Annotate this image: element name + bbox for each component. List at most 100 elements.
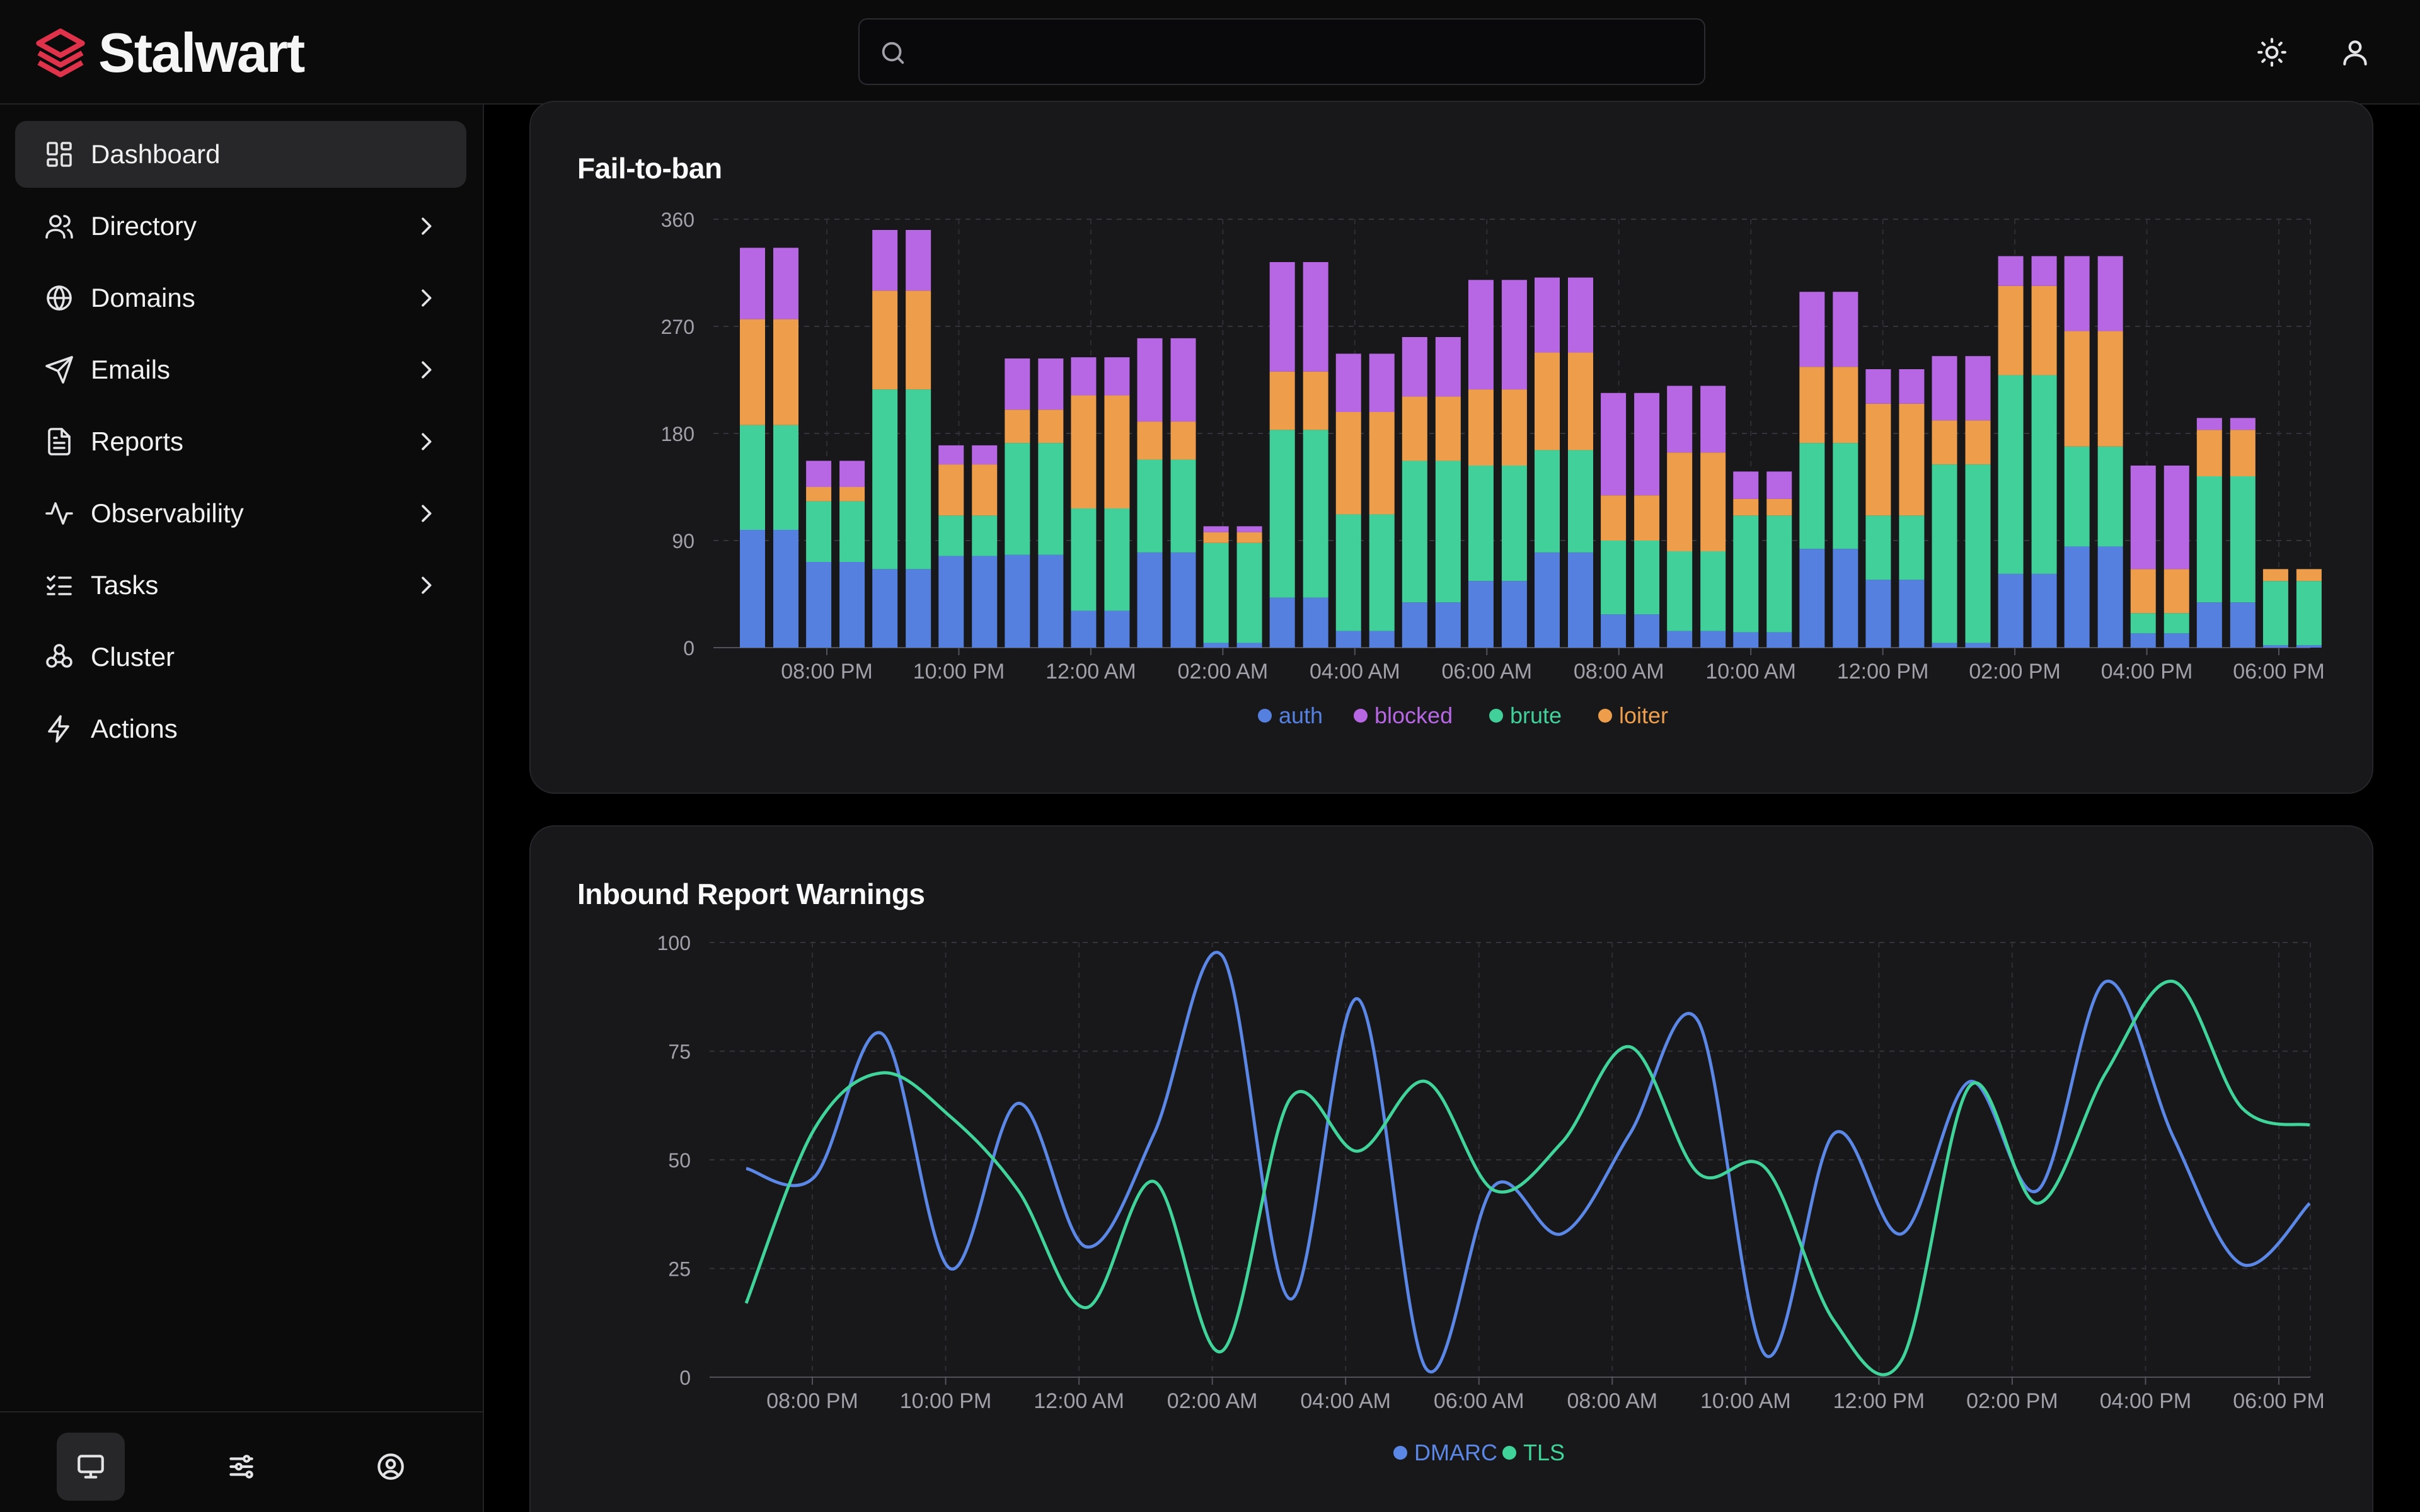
bar-loiter[interactable] <box>773 319 798 425</box>
sidebar-item-directory[interactable]: Directory <box>15 193 466 260</box>
bar-brute[interactable] <box>2196 476 2222 603</box>
bar-blocked[interactable] <box>1203 526 1229 532</box>
bar-loiter[interactable] <box>2296 569 2322 581</box>
bar-auth[interactable] <box>1071 610 1097 648</box>
bar-blocked[interactable] <box>1303 262 1328 372</box>
bar-blocked[interactable] <box>1568 277 1593 353</box>
bar-loiter[interactable] <box>1071 395 1097 508</box>
bar-auth[interactable] <box>1899 580 1925 648</box>
bar-brute[interactable] <box>740 425 765 530</box>
bar-auth[interactable] <box>972 556 998 648</box>
bar-auth[interactable] <box>1335 631 1361 648</box>
bar-brute[interactable] <box>1700 551 1726 631</box>
bar-blocked[interactable] <box>872 230 898 291</box>
sidebar-item-reports[interactable]: Reports <box>15 408 466 475</box>
bar-loiter[interactable] <box>2230 430 2256 476</box>
bar-loiter[interactable] <box>1667 452 1693 551</box>
bar-loiter[interactable] <box>2164 569 2189 614</box>
bar-blocked[interactable] <box>1998 256 2024 286</box>
bar-auth[interactable] <box>2262 645 2288 648</box>
bar-brute[interactable] <box>1667 551 1693 631</box>
bar-brute[interactable] <box>2164 613 2189 634</box>
stalwart-logo[interactable]: Stalwart <box>32 24 305 82</box>
search-box[interactable] <box>858 18 1705 85</box>
bar-loiter[interactable] <box>1865 403 1891 516</box>
sidebar-item-cluster[interactable]: Cluster <box>15 624 466 690</box>
bar-auth[interactable] <box>740 530 765 648</box>
bar-loiter[interactable] <box>1799 367 1825 444</box>
bar-auth[interactable] <box>2031 573 2057 648</box>
bar-brute[interactable] <box>938 515 964 556</box>
bar-loiter[interactable] <box>2031 285 2057 375</box>
bar-auth[interactable] <box>1965 643 1991 648</box>
bar-blocked[interactable] <box>2230 418 2256 430</box>
bar-blocked[interactable] <box>1833 292 1858 367</box>
bar-blocked[interactable] <box>1104 357 1130 396</box>
bar-blocked[interactable] <box>1865 369 1891 404</box>
user-icon[interactable] <box>2339 37 2371 68</box>
legend-item-blocked[interactable]: blocked <box>1354 702 1453 728</box>
bar-auth[interactable] <box>2130 633 2156 648</box>
bar-auth[interactable] <box>938 556 964 648</box>
bar-loiter[interactable] <box>938 464 964 516</box>
bar-blocked[interactable] <box>1170 338 1196 422</box>
bar-brute[interactable] <box>1899 515 1925 580</box>
bar-auth[interactable] <box>1998 573 2024 648</box>
monitor-button[interactable] <box>57 1433 125 1501</box>
bar-loiter[interactable] <box>2196 430 2222 476</box>
bar-auth[interactable] <box>2230 602 2256 648</box>
bar-blocked[interactable] <box>1402 337 1427 397</box>
bar-loiter[interactable] <box>1104 395 1130 508</box>
bar-auth[interactable] <box>1766 632 1792 648</box>
bar-auth[interactable] <box>1236 643 1262 648</box>
bar-loiter[interactable] <box>2262 569 2288 581</box>
bar-auth[interactable] <box>1269 597 1295 648</box>
bar-auth[interactable] <box>839 562 865 648</box>
bar-auth[interactable] <box>906 569 931 648</box>
bar-blocked[interactable] <box>1071 357 1097 396</box>
bar-loiter[interactable] <box>1402 396 1427 461</box>
sidebar-item-observability[interactable]: Observability <box>15 480 466 547</box>
bar-auth[interactable] <box>2296 645 2322 648</box>
bar-brute[interactable] <box>2262 581 2288 646</box>
bar-brute[interactable] <box>906 389 931 570</box>
bar-loiter[interactable] <box>1335 412 1361 515</box>
bar-brute[interactable] <box>1932 464 1957 643</box>
bar-auth[interactable] <box>1932 643 1957 648</box>
bar-auth[interactable] <box>1865 580 1891 648</box>
bar-brute[interactable] <box>1203 542 1229 643</box>
bar-auth[interactable] <box>1568 552 1593 648</box>
bar-blocked[interactable] <box>1335 353 1361 412</box>
bar-auth[interactable] <box>1005 554 1030 648</box>
bar-blocked[interactable] <box>2031 256 2057 286</box>
bar-blocked[interactable] <box>1269 262 1295 372</box>
bar-loiter[interactable] <box>1833 367 1858 444</box>
bar-auth[interactable] <box>1799 549 1825 648</box>
bar-loiter[interactable] <box>1501 389 1527 466</box>
bar-blocked[interactable] <box>1468 280 1494 390</box>
bar-brute[interactable] <box>1998 375 2024 574</box>
bar-brute[interactable] <box>1965 464 1991 643</box>
bar-blocked[interactable] <box>2064 256 2090 331</box>
bar-auth[interactable] <box>1667 631 1693 648</box>
bar-brute[interactable] <box>1833 443 1858 549</box>
bar-auth[interactable] <box>1468 581 1494 648</box>
bar-loiter[interactable] <box>1236 532 1262 543</box>
bar-loiter[interactable] <box>1468 389 1494 466</box>
bar-brute[interactable] <box>2130 613 2156 634</box>
settings-button[interactable] <box>207 1433 275 1501</box>
bar-loiter[interactable] <box>1269 371 1295 430</box>
bar-auth[interactable] <box>2196 602 2222 648</box>
bar-blocked[interactable] <box>1766 471 1792 499</box>
bar-loiter[interactable] <box>1766 498 1792 516</box>
bar-brute[interactable] <box>972 515 998 556</box>
legend-item-tls[interactable]: TLS <box>1502 1440 1565 1465</box>
bar-auth[interactable] <box>1634 614 1660 648</box>
bar-auth[interactable] <box>1104 610 1130 648</box>
bar-blocked[interactable] <box>1137 338 1163 422</box>
bar-auth[interactable] <box>2164 633 2189 648</box>
bar-loiter[interactable] <box>906 290 931 390</box>
search-input[interactable] <box>923 26 1691 79</box>
bar-brute[interactable] <box>1071 508 1097 611</box>
bar-brute[interactable] <box>1766 515 1792 633</box>
